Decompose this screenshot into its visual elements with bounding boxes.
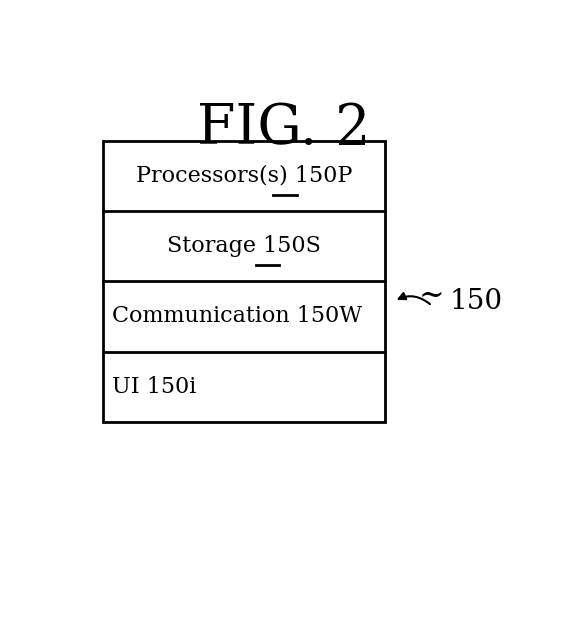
Bar xyxy=(103,141,385,422)
Text: Storage 150S: Storage 150S xyxy=(167,235,321,257)
Text: ~: ~ xyxy=(419,280,444,312)
Text: 150: 150 xyxy=(450,287,503,314)
Text: FIG. 2: FIG. 2 xyxy=(197,101,371,156)
Text: Communication 150W: Communication 150W xyxy=(113,305,362,328)
Text: UI 150i: UI 150i xyxy=(113,376,197,397)
Text: Processors(s) 150P: Processors(s) 150P xyxy=(136,165,353,187)
